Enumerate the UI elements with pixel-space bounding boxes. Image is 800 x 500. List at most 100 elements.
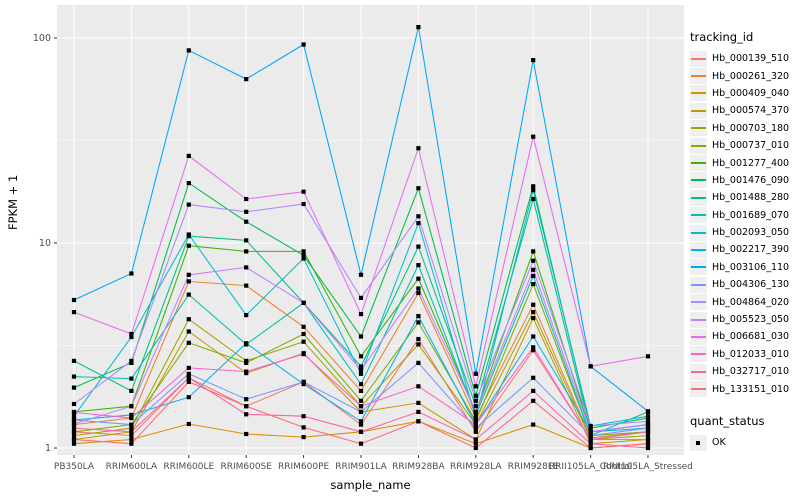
data-point [301,414,306,419]
data-point [531,398,536,403]
data-point [531,249,536,254]
data-point [416,221,421,226]
legend-item-Hb_001689_070: Hb_001689_070 [690,207,798,224]
data-point [473,429,478,434]
legend-key-swatch [690,294,707,311]
data-point [186,292,191,297]
data-point [473,445,478,451]
data-point [645,422,651,427]
data-point [358,398,364,403]
data-point [531,334,536,339]
data-point [71,417,77,423]
data-point [301,256,306,261]
legend-key-swatch [690,68,707,85]
data-point [71,441,77,446]
legend-item-label: Hb_000737_010 [712,140,790,152]
legend-item-label: Hb_000409_040 [712,87,790,99]
data-point [473,404,478,409]
x-tick-label: RRIM600SE [220,462,272,472]
legend-key-swatch [690,137,707,154]
data-point [416,400,421,405]
data-point [301,331,306,337]
data-point [473,398,478,403]
data-point [244,249,249,254]
legend-item-label: OK [712,437,726,448]
legend-key-swatch [690,172,707,189]
legend-key-swatch [690,189,707,206]
data-point [416,186,421,191]
data-point [186,317,191,322]
legend-item-Hb_000409_040: Hb_000409_040 [690,85,798,102]
legend-item-Hb_005523_050: Hb_005523_050 [690,311,798,328]
series-color-line-icon [691,301,706,304]
data-point [129,429,134,434]
data-point [416,384,421,389]
data-point [473,371,478,376]
data-point [244,238,249,243]
data-point [531,310,536,315]
legend-item-label: Hb_001689_070 [712,209,790,221]
data-point [473,441,478,446]
y-tick-label: 10 [39,238,51,249]
data-point [71,414,77,419]
data-point [531,388,536,393]
legend-key-swatch [690,85,707,102]
legend-item-label: Hb_004864_020 [712,296,790,308]
legend-item-label: Hb_002093_050 [712,227,790,239]
data-point [129,376,134,381]
legend-item-label: Hb_005523_050 [712,314,790,326]
data-point [358,334,364,339]
data-point [71,297,77,303]
data-point [531,316,536,321]
data-point [129,441,134,446]
data-point [473,384,478,389]
data-point [129,334,134,340]
series-color-line-icon [691,318,706,321]
data-point [531,422,536,427]
data-point [244,369,249,374]
data-point [129,415,134,421]
series-color-line-icon [691,353,706,356]
data-point [129,426,134,431]
legend-item-label: Hb_012033_010 [712,348,790,360]
legend-key-swatch [690,120,707,137]
series-color-line-icon [691,335,706,338]
legend-item-label: Hb_001277_400 [712,157,790,169]
legend-key-swatch [690,363,707,380]
data-point [244,77,249,82]
series-color-line-icon [691,248,706,251]
data-point [645,426,651,431]
data-point [416,146,421,151]
series-color-line-icon [691,92,706,95]
data-point [531,302,536,307]
data-point [531,273,536,279]
legend-item-Hb_012033_010: Hb_012033_010 [690,346,798,363]
series-color-line-icon [691,214,706,217]
series-color-line-icon [691,231,706,234]
data-point [588,437,593,442]
data-point [244,412,249,417]
y-tick-label: 1 [45,443,51,454]
legend-item-Hb_133151_010: Hb_133151_010 [690,380,798,398]
data-point [244,360,249,365]
data-point [244,209,249,214]
data-point [186,202,191,207]
data-point [358,382,364,387]
data-point [129,422,134,427]
quant-ok-key [690,434,707,451]
legend-item-Hb_004864_020: Hb_004864_020 [690,293,798,311]
data-point [186,421,191,427]
x-tick-label: RRIM600LA [106,462,158,472]
data-point [531,282,536,287]
legend-item-label: Hb_006681_030 [712,331,790,343]
legend-key-swatch [690,224,707,241]
y-tick-label: 100 [33,33,51,44]
series-color-line-icon [691,162,706,165]
data-point [244,404,249,409]
legend-item-label: Hb_001488_280 [712,192,790,204]
data-point [129,358,134,363]
data-point [301,189,306,194]
legend-key-swatch [690,381,707,398]
data-point [244,431,249,437]
data-point [186,243,191,248]
